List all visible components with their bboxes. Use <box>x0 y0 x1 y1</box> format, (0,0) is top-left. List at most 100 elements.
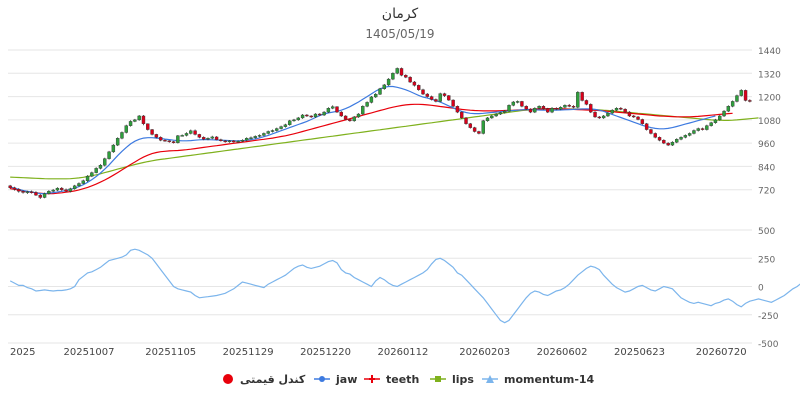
candle-body <box>279 126 283 129</box>
price-ytick-label: 1200 <box>758 94 781 104</box>
candle-body <box>348 119 352 122</box>
price-ytick-label: 1440 <box>758 47 781 57</box>
candle-body <box>128 121 133 126</box>
price-ytick-label: 720 <box>758 187 775 197</box>
candle-body <box>589 104 593 113</box>
candle-body <box>498 112 503 115</box>
candle-body <box>748 100 752 102</box>
candle-body <box>158 137 163 141</box>
candle-body <box>468 123 473 128</box>
candle-body <box>507 105 511 112</box>
legend-label: کندل قیمتی <box>240 372 306 386</box>
candle-body <box>490 115 494 119</box>
candle-body <box>72 185 77 189</box>
candle-body <box>111 144 116 153</box>
candle-body <box>120 132 124 139</box>
candle-body <box>584 100 589 105</box>
xtick-label: 20251220 <box>300 347 351 358</box>
candle-body <box>262 133 266 136</box>
candle-body <box>253 136 257 138</box>
candle-body <box>141 115 146 124</box>
candle-body <box>51 189 55 192</box>
candle-body <box>249 137 253 139</box>
candle-body <box>649 129 653 134</box>
candle-body <box>563 105 567 108</box>
candle-body <box>726 106 731 112</box>
legend-symbol <box>314 376 330 382</box>
legend-item-teeth[interactable]: teeth <box>364 370 419 388</box>
candle-body <box>425 93 430 97</box>
chart-legend: کندل قیمتی jaw teeth lips momentum-14 <box>0 370 800 390</box>
legend-symbol <box>223 374 233 384</box>
candle-body <box>447 95 451 101</box>
legend-item-jaw[interactable]: jaw <box>314 370 357 388</box>
candle-body <box>399 68 404 76</box>
candle-body <box>8 185 12 188</box>
candle-body <box>365 102 369 107</box>
candle-body <box>236 141 240 143</box>
candle-body <box>94 168 98 173</box>
candle-body <box>606 112 610 117</box>
candle-body <box>533 108 537 113</box>
candle-body <box>623 108 627 113</box>
candle-body <box>322 111 326 116</box>
candle-body <box>180 135 184 137</box>
legend-label: momentum-14 <box>504 372 595 386</box>
xtick-label: 20251007 <box>64 347 115 358</box>
candle-body <box>309 115 313 118</box>
candle-body <box>107 151 111 159</box>
xtick-label: 20260203 <box>459 347 510 358</box>
candle-body <box>558 107 563 110</box>
candle-body <box>335 106 339 113</box>
candle-body <box>270 130 275 132</box>
candle-body <box>29 191 34 193</box>
candle-body <box>494 113 498 117</box>
candle-body <box>576 92 580 108</box>
candle-body <box>657 137 662 141</box>
candle-body <box>163 140 167 142</box>
price-ytick-label: 840 <box>758 163 775 173</box>
candle-body <box>571 106 576 108</box>
candle-body <box>115 138 120 146</box>
momentum-ytick-label: 500 <box>758 227 775 237</box>
candle-body <box>687 133 692 136</box>
jaw-line <box>10 85 716 195</box>
candle-body <box>597 116 602 119</box>
candle-body <box>730 101 735 107</box>
candle-body <box>266 131 270 134</box>
candle-body <box>464 117 468 124</box>
candle-body <box>537 106 541 109</box>
candle-body <box>481 120 485 134</box>
legend-symbol <box>364 375 380 383</box>
candle-body <box>438 93 442 102</box>
xtick-label: 20260720 <box>696 347 747 358</box>
candle-body <box>146 123 150 130</box>
chart-subtitle: 1405/05/19 <box>365 27 435 41</box>
candle-body <box>477 131 481 134</box>
candle-body <box>184 133 189 136</box>
candle-body <box>580 92 584 101</box>
candle-body <box>700 128 705 130</box>
candle-body <box>12 187 17 190</box>
candle-body <box>17 189 21 192</box>
candle-body <box>133 119 137 122</box>
candle-body <box>515 101 520 103</box>
legend-item-lips[interactable]: lips <box>430 370 474 388</box>
candle-body <box>408 76 412 83</box>
xtick-label: 20250623 <box>614 347 665 358</box>
candle-body <box>442 93 447 96</box>
candle-body <box>206 138 210 140</box>
candle-body <box>223 140 227 143</box>
candle-body <box>640 119 645 124</box>
candle-body <box>391 73 395 80</box>
candle-body <box>124 125 128 133</box>
candle-body <box>38 194 42 198</box>
candle-body <box>739 90 743 96</box>
legend-item-کندل-قیمتی[interactable]: کندل قیمتی <box>222 370 305 388</box>
candle-body <box>696 128 700 131</box>
candle-body <box>219 139 223 142</box>
candle-body <box>81 180 85 184</box>
legend-item-momentum-14[interactable]: momentum-14 <box>482 370 594 388</box>
candle-body <box>305 114 309 117</box>
